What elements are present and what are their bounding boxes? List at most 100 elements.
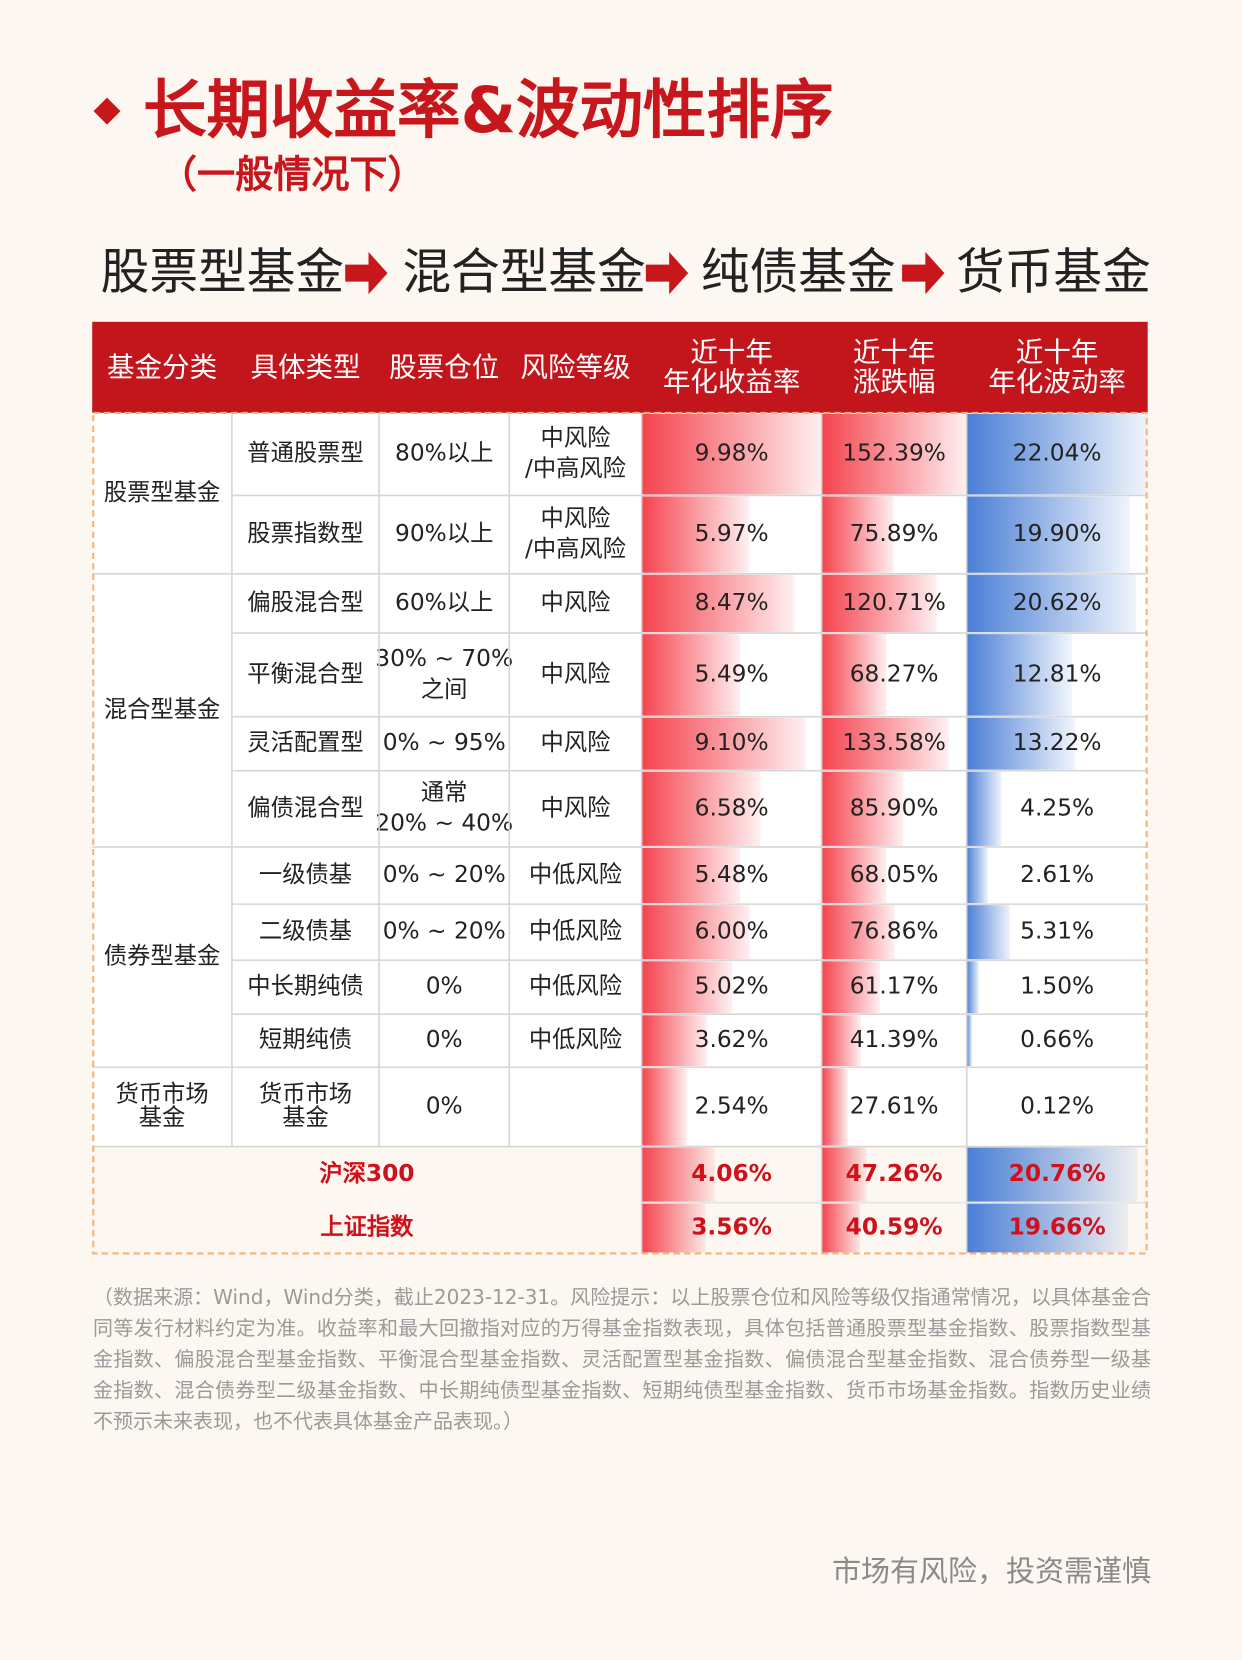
table: 基金分类 具体类型 股票仓位 风险等级 近十年年化收益率近十年涨跌幅近十年年化波动率9.… [92,337,1148,1255]
data-bar [821,413,967,495]
data-bar [821,847,887,904]
risk-cell: 中低风险 [529,1026,622,1053]
type-cell: 灵活配置型 [247,729,363,756]
data-bar [641,413,822,495]
value-label: 41.39% [850,1026,939,1053]
data-bar [966,1015,973,1067]
value-label: 19.66% [1009,1214,1106,1241]
risk-cell: 中风险 [541,794,611,821]
value-label: 27.61% [850,1092,939,1119]
risk-cell: /中高风险 [525,535,626,562]
value-label: 61.17% [850,973,939,1000]
data-bar [641,496,750,573]
value-label: 75.89% [850,520,939,547]
group-cell: 货币市场 [115,1081,208,1108]
risk-cell: 中风险 [541,589,611,616]
value-label: 68.27% [850,660,939,687]
index-name: 上证指数 [320,1214,414,1241]
index-name: 沪深300 [319,1160,414,1187]
data-bar [641,1068,688,1146]
type-cell: 偏股混合型 [247,589,363,616]
risk-cell: 中风险 [541,505,611,532]
position-cell: 80%以上 [395,440,493,467]
type-cell: 偏债混合型 [247,794,363,821]
data-bar [821,961,880,1014]
value-label: 0.12% [1020,1092,1094,1119]
risk-cell: 中低风险 [529,918,622,945]
header-cell: 年化收益率 [663,366,801,398]
data-bar [966,413,1148,495]
value-label: 12.81% [1013,660,1102,687]
position-cell: 30% ~ 70% [375,645,513,672]
value-label: 4.06% [691,1160,772,1187]
type-cell: 股票指数型 [247,520,363,547]
header-cell: 近十年 [853,337,936,369]
flow-item: 混合型基金 [402,244,645,300]
subtitle: （一般情况下） [159,152,426,196]
position-cell: 60%以上 [395,589,493,616]
value-label: 68.05% [850,861,939,888]
position-cell: 0% ~ 20% [383,918,506,945]
header-cell: 基金分类 [107,351,217,383]
data-bar [641,574,795,633]
value-label: 3.62% [695,1026,769,1053]
flow-item: 股票型基金 [101,244,344,300]
value-label: 22.04% [1013,440,1102,467]
position-cell: 通常 [421,779,468,806]
table-outline [92,411,1148,1255]
flow: 股票型基金 混合型基金 纯债基金 货币基金 [101,244,1151,300]
value-label: 133.58% [842,729,946,756]
data-bar [966,1203,1129,1253]
header-cell: 近十年 [690,337,773,369]
data-bar [821,496,894,573]
value-label: 3.56% [691,1214,772,1241]
value-label: 76.86% [850,918,939,945]
position-cell: 0% ~ 20% [383,861,506,888]
value-label: 152.39% [842,440,946,467]
flow-arrow [345,251,388,295]
data-bar [641,1203,706,1253]
value-label: 9.10% [695,729,769,756]
value-label: 5.31% [1020,918,1094,945]
data-bar [821,1203,861,1253]
flow-arrow [645,251,689,295]
value-label: 6.58% [695,794,769,821]
type-cell: 中长期纯债 [247,973,363,1000]
value-label: 6.00% [695,918,769,945]
data-bar [966,1147,1138,1202]
position-cell: 0% [426,1092,463,1119]
value-label: 85.90% [850,794,939,821]
data-bar [966,717,1076,770]
value-label: 5.97% [695,520,769,547]
data-bar [641,1147,715,1202]
value-label: 2.61% [1020,861,1094,888]
type-cell: 基金 [282,1104,329,1131]
title: 长期收益率&波动性排序 [143,73,834,147]
footer: 市场有风险，投资需谨慎 [831,1554,1151,1588]
position-cell: 90%以上 [395,520,493,547]
data-bar [966,961,979,1014]
title-diamond [93,97,121,125]
header-cell: 风险等级 [520,351,630,383]
data-bar [966,905,1011,960]
position-cell: 0% ~ 95% [383,729,506,756]
value-label: 5.49% [695,660,769,687]
data-bar [966,634,1072,716]
value-label: 40.59% [846,1214,943,1241]
data-bar [821,771,904,846]
type-cell: 一级债基 [259,861,352,888]
value-label: 4.25% [1020,794,1094,821]
data-bar [821,1147,867,1202]
type-cell: 二级债基 [259,918,352,945]
data-bar [641,847,741,904]
type-cell: 货币市场 [259,1081,352,1108]
header-cell: 年化波动率 [988,366,1126,398]
position-cell: 20% ~ 40% [375,810,513,837]
data-bar [641,1015,707,1067]
data-bar [821,574,937,633]
value-label: 19.90% [1013,520,1102,547]
position-cell: 之间 [421,676,468,703]
flow-item: 纯债基金 [701,244,896,300]
value-label: 1.50% [1020,973,1094,1000]
data-bar [966,574,1137,633]
